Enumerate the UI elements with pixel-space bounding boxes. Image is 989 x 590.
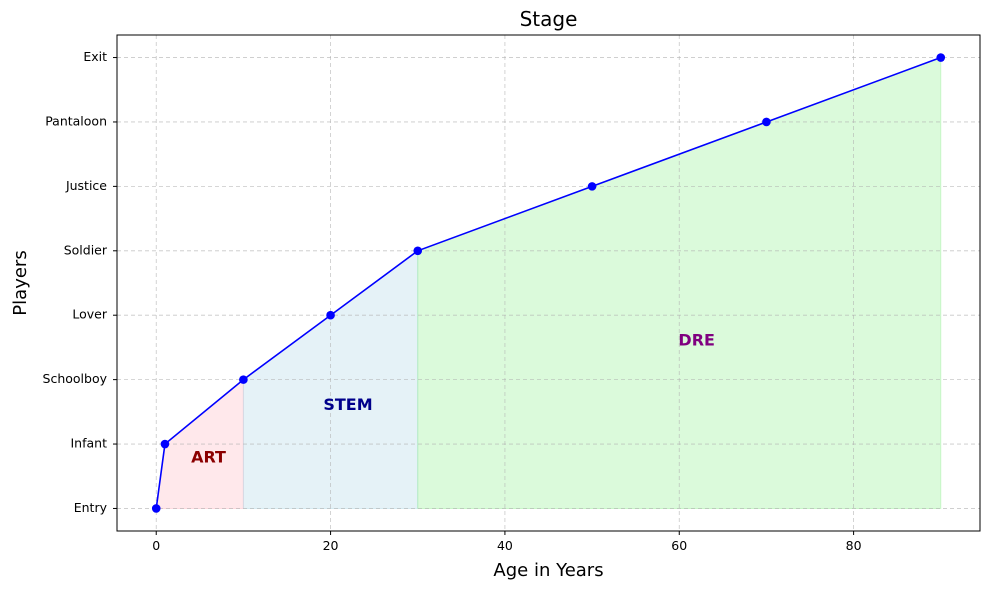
data-point	[413, 246, 423, 256]
y-tick-label: Soldier	[64, 242, 108, 257]
x-tick-label: 40	[497, 538, 513, 553]
region-label-stem: STEM	[323, 395, 372, 414]
y-tick-label: Lover	[72, 307, 107, 322]
y-tick-label: Schoolboy	[43, 371, 108, 386]
x-tick-label: 20	[323, 538, 339, 553]
shaded-regions	[155, 56, 942, 509]
y-tick-label: Pantaloon	[45, 113, 107, 128]
data-point	[160, 439, 170, 449]
x-tick-label: 60	[671, 538, 687, 553]
region-labels: ART STEM DRE	[191, 330, 715, 466]
x-tick-label: 80	[846, 538, 862, 553]
series-line	[155, 56, 942, 509]
y-tick-label: Justice	[65, 178, 107, 193]
data-point	[762, 117, 771, 127]
series-layer	[151, 53, 946, 513]
y-axis-ticks: Entry Infant Schoolboy Lover Soldier Justice P…	[43, 49, 117, 515]
x-axis-ticks: 0 20 40 60 80	[152, 531, 862, 553]
plot-area-frame	[116, 34, 981, 532]
data-point	[151, 504, 161, 513]
y-tick-label: Entry	[74, 500, 108, 515]
x-axis-label: Age in Years	[493, 560, 603, 581]
region-label-art: ART	[191, 448, 226, 467]
data-point	[587, 182, 597, 191]
y-axis-label: Players	[10, 250, 31, 315]
data-point	[239, 375, 248, 384]
grid-lines	[117, 35, 980, 531]
y-tick-label: Exit	[83, 49, 107, 64]
x-tick-label: 0	[152, 538, 160, 553]
y-tick-label: Infant	[71, 436, 108, 451]
region-label-dre: DRE	[678, 330, 715, 349]
chart-title: Stage	[520, 7, 578, 31]
data-point	[936, 53, 946, 62]
data-point	[326, 310, 335, 320]
